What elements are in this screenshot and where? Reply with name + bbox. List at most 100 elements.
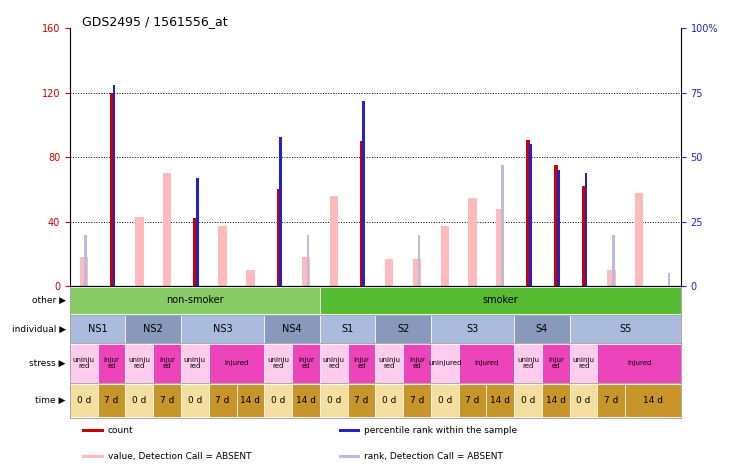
- Bar: [496, 209, 504, 286]
- Bar: [85, 235, 87, 286]
- Text: S3: S3: [467, 324, 478, 334]
- Text: uninju
red: uninju red: [184, 357, 206, 369]
- Text: 7 d: 7 d: [410, 396, 424, 405]
- Bar: [441, 227, 449, 286]
- Bar: [135, 217, 144, 286]
- Bar: [542, 384, 570, 417]
- Text: value, Detection Call = ABSENT: value, Detection Call = ABSENT: [107, 452, 251, 461]
- Bar: [70, 384, 98, 417]
- Bar: [70, 344, 98, 383]
- Text: 14 d: 14 d: [490, 396, 510, 405]
- Bar: [264, 315, 320, 343]
- Text: 14 d: 14 d: [241, 396, 261, 405]
- Bar: [584, 173, 587, 286]
- Bar: [413, 259, 421, 286]
- Text: 7 d: 7 d: [354, 396, 369, 405]
- Bar: [320, 315, 375, 343]
- Text: 14 d: 14 d: [296, 396, 316, 405]
- Bar: [82, 455, 104, 458]
- Bar: [501, 165, 503, 286]
- Text: 0 d: 0 d: [271, 396, 286, 405]
- Bar: [526, 139, 530, 286]
- Text: 7 d: 7 d: [465, 396, 480, 405]
- Bar: [635, 192, 643, 286]
- Text: uninju
red: uninju red: [517, 357, 539, 369]
- Text: NS2: NS2: [144, 324, 163, 334]
- Text: NS4: NS4: [282, 324, 302, 334]
- Bar: [417, 235, 420, 286]
- Bar: [82, 429, 104, 432]
- Text: uninju
red: uninju red: [73, 357, 95, 369]
- Text: S5: S5: [619, 324, 631, 334]
- Bar: [153, 384, 181, 417]
- Bar: [320, 384, 347, 417]
- Text: uninju
red: uninju red: [128, 357, 150, 369]
- Text: injur
ed: injur ed: [104, 357, 119, 369]
- Bar: [362, 100, 365, 286]
- Y-axis label: time ▶: time ▶: [35, 396, 66, 405]
- Text: uninju
red: uninju red: [267, 357, 289, 369]
- Bar: [330, 196, 338, 286]
- Text: uninju
red: uninju red: [378, 357, 400, 369]
- Bar: [486, 384, 514, 417]
- Bar: [181, 315, 264, 343]
- Text: uninjured: uninjured: [428, 360, 461, 366]
- Bar: [277, 190, 280, 286]
- Bar: [626, 384, 681, 417]
- Bar: [279, 137, 282, 286]
- Text: injur
ed: injur ed: [159, 357, 175, 369]
- Y-axis label: individual ▶: individual ▶: [12, 325, 66, 334]
- Bar: [598, 384, 626, 417]
- Bar: [431, 344, 459, 383]
- Y-axis label: stress ▶: stress ▶: [29, 359, 66, 368]
- Text: uninju
red: uninju red: [322, 357, 344, 369]
- Bar: [403, 384, 431, 417]
- Bar: [79, 257, 88, 286]
- Bar: [339, 429, 360, 432]
- Bar: [529, 145, 532, 286]
- Bar: [113, 85, 116, 286]
- Text: injur
ed: injur ed: [353, 357, 369, 369]
- Text: NS3: NS3: [213, 324, 233, 334]
- Bar: [98, 344, 125, 383]
- Bar: [375, 384, 403, 417]
- Text: injur
ed: injur ed: [298, 357, 314, 369]
- Text: non-smoker: non-smoker: [166, 295, 224, 305]
- Bar: [612, 235, 615, 286]
- Text: S1: S1: [342, 324, 354, 334]
- Bar: [302, 257, 310, 286]
- Bar: [292, 344, 320, 383]
- Text: count: count: [107, 426, 133, 435]
- Bar: [375, 315, 431, 343]
- Text: 0 d: 0 d: [438, 396, 452, 405]
- Bar: [347, 384, 375, 417]
- Bar: [209, 344, 264, 383]
- Text: 7 d: 7 d: [216, 396, 230, 405]
- Text: 0 d: 0 d: [327, 396, 341, 405]
- Bar: [264, 344, 292, 383]
- Bar: [570, 384, 598, 417]
- Bar: [514, 384, 542, 417]
- Bar: [554, 165, 557, 286]
- Text: 0 d: 0 d: [521, 396, 535, 405]
- Bar: [557, 170, 559, 286]
- Bar: [163, 173, 171, 286]
- Text: 7 d: 7 d: [160, 396, 174, 405]
- Bar: [459, 344, 514, 383]
- Text: 14 d: 14 d: [546, 396, 566, 405]
- Bar: [403, 344, 431, 383]
- Bar: [320, 344, 347, 383]
- Y-axis label: other ▶: other ▶: [32, 296, 66, 305]
- Text: 0 d: 0 d: [132, 396, 146, 405]
- Bar: [292, 384, 320, 417]
- Text: injur
ed: injur ed: [409, 357, 425, 369]
- Bar: [582, 186, 585, 286]
- Text: injur
ed: injur ed: [548, 357, 564, 369]
- Text: smoker: smoker: [482, 295, 518, 305]
- Text: injured: injured: [224, 360, 249, 366]
- Bar: [70, 315, 125, 343]
- Bar: [347, 344, 375, 383]
- Bar: [98, 384, 125, 417]
- Text: percentile rank within the sample: percentile rank within the sample: [364, 426, 517, 435]
- Bar: [110, 93, 113, 286]
